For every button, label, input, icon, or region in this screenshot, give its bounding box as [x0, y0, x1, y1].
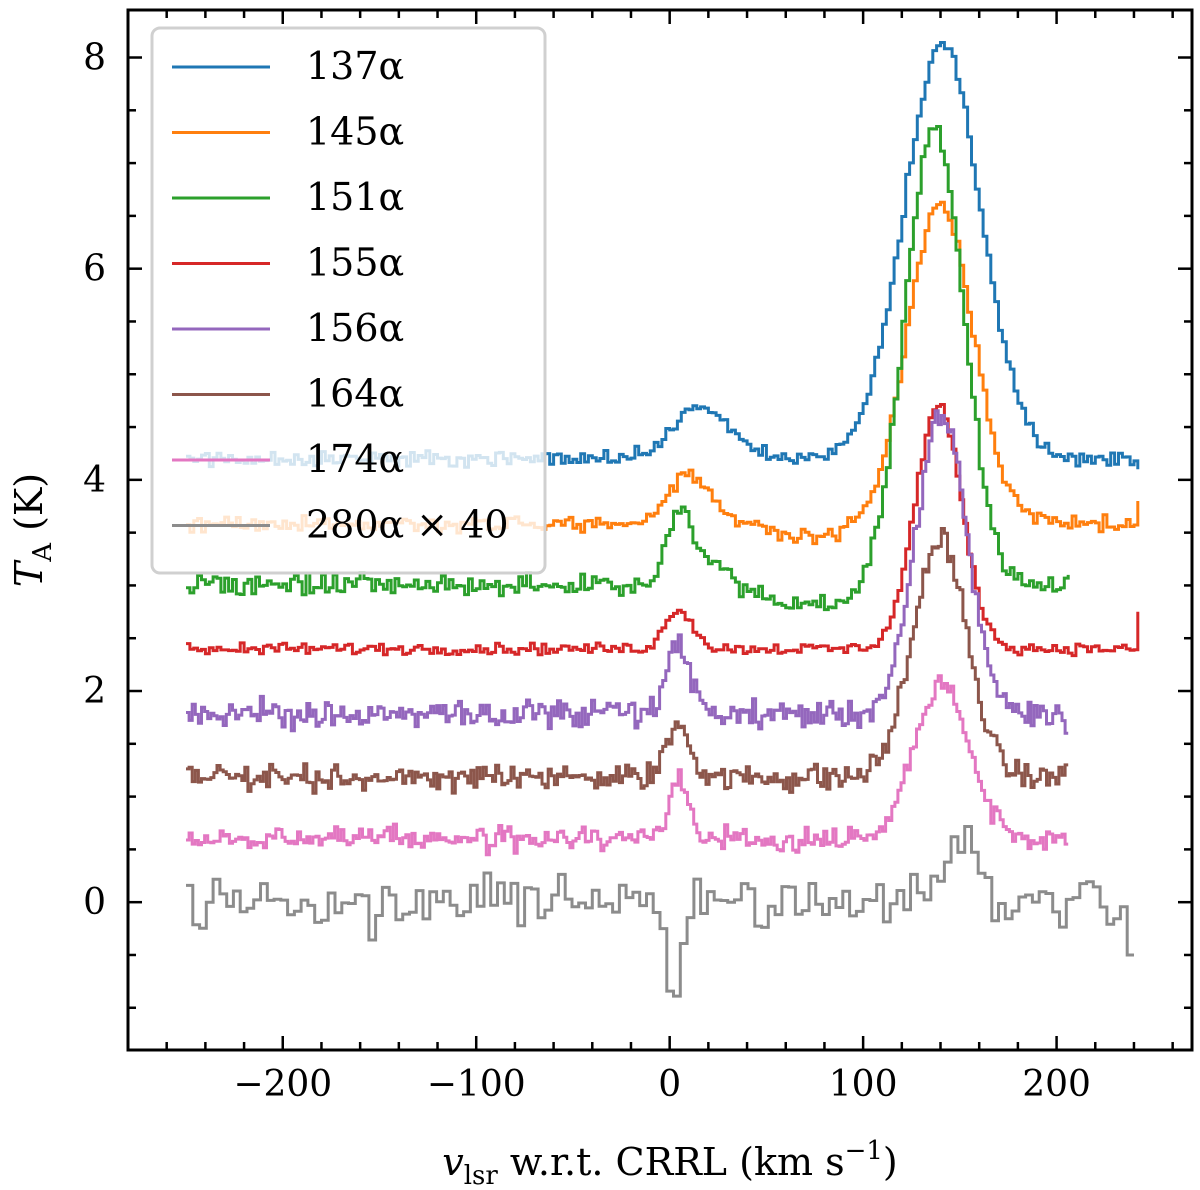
series-line-6 — [186, 527, 1069, 795]
legend-label: 164α — [306, 372, 404, 416]
axes-frame — [126, 8, 1194, 1052]
x-tick-label: −200 — [233, 1064, 332, 1105]
legend-label: 151α — [306, 175, 404, 219]
series-line-4 — [186, 403, 1140, 658]
axes: −200 −100 0 100 200 0 2 4 6 8 vlsr w.r.t. CRRL (km… — [7, 8, 1194, 1190]
legend-label: 280α × 40 — [306, 503, 509, 547]
series-line-7 — [186, 674, 1069, 857]
y-tick-label: 6 — [83, 249, 106, 290]
series-line-5 — [186, 409, 1069, 735]
x-tick-label: −100 — [427, 1064, 526, 1105]
y-tick-label: 0 — [83, 882, 106, 923]
legend: 137α 145α 151α 155α 156α 164α 174α 280α × 40 — [150, 26, 547, 575]
legend-label: 174α — [306, 437, 404, 481]
series-line-8 — [186, 825, 1134, 998]
legend-label: 155α — [306, 241, 404, 285]
y-tick-label: 8 — [83, 38, 106, 79]
legend-label: 145α — [306, 110, 404, 154]
y-tick-label: 4 — [83, 460, 106, 501]
x-tick-label: 200 — [1022, 1064, 1091, 1105]
series-line-3 — [186, 125, 1070, 612]
legend-box — [150, 26, 547, 575]
y-tick-label: 2 — [83, 671, 106, 712]
y-axis-title: TA (K) — [7, 473, 58, 587]
legend-label: 156α — [306, 306, 404, 350]
legend-label: 137α — [306, 44, 404, 88]
x-tick-label: 0 — [658, 1064, 681, 1105]
x-tick-label: 100 — [829, 1064, 898, 1105]
x-axis-title: vlsr w.r.t. CRRL (km s−1) — [442, 1136, 897, 1190]
